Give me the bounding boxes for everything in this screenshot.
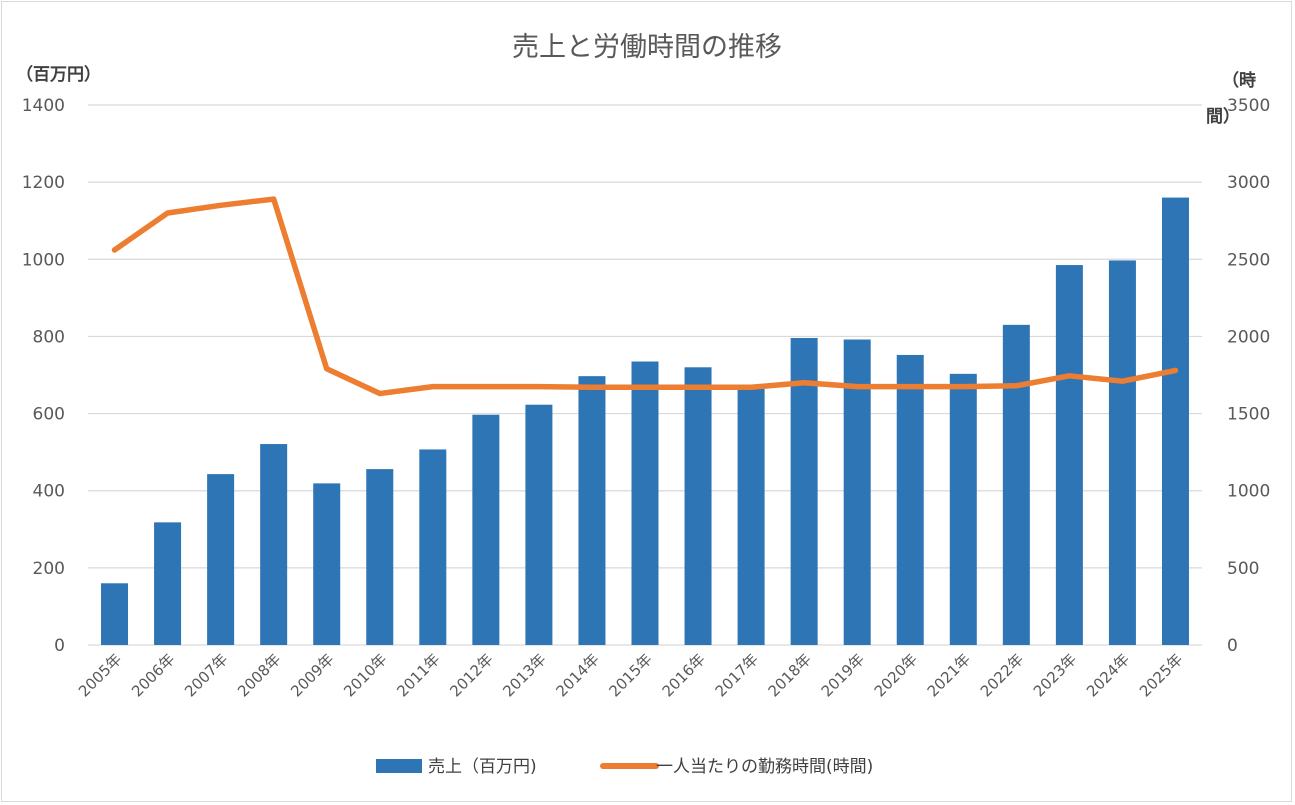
bar-2017年 — [737, 385, 765, 645]
chart-title: 売上と労働時間の推移 — [512, 32, 782, 63]
bar-2009年 — [313, 483, 341, 645]
legend: 売上（百万円) 一人当たりの勤務時間(時間) — [376, 757, 873, 777]
bar-2019年 — [843, 339, 871, 645]
left-axis-unit-label: （百万円） — [16, 64, 101, 85]
bar-2013年 — [525, 404, 553, 645]
bar-2011年 — [419, 449, 447, 645]
bar-2007年 — [207, 474, 235, 645]
category-label-2022年: 2022年 — [977, 650, 1027, 700]
bar-2021年 — [949, 373, 977, 645]
bar-2025年 — [1161, 197, 1189, 646]
bar-2016年 — [684, 367, 712, 645]
left-tick-label-200: 200 — [33, 559, 65, 579]
right-axis-unit-label-line1: （時 — [1222, 70, 1256, 91]
bar-2005年 — [101, 583, 129, 645]
right-tick-label-1500: 1500 — [1227, 405, 1270, 425]
bar-2010年 — [366, 469, 394, 645]
bar-2018年 — [790, 337, 818, 645]
category-label-2023年: 2023年 — [1030, 650, 1080, 700]
category-label-2019年: 2019年 — [818, 650, 868, 700]
category-axis-labels: 2005年 2006年 2007年 2008年 2009年 2010年 2011年 2012年… — [75, 650, 1186, 700]
right-tick-label-0: 0 — [1227, 636, 1238, 656]
right-tick-label-500: 500 — [1227, 559, 1259, 579]
left-tick-label-1400: 1400 — [22, 96, 65, 116]
category-label-2017年: 2017年 — [712, 650, 762, 700]
category-label-2007年: 2007年 — [181, 650, 231, 700]
right-tick-label-2500: 2500 — [1227, 250, 1270, 270]
bar-series — [101, 197, 1189, 646]
left-axis-ticks: 0 200 400 600 800 1000 1200 1400 — [22, 96, 65, 656]
bar-2015年 — [631, 361, 659, 645]
bar-2012年 — [472, 414, 500, 645]
category-label-2010年: 2010年 — [340, 650, 390, 700]
category-label-2008年: 2008年 — [234, 650, 284, 700]
category-label-2011年: 2011年 — [393, 650, 443, 700]
left-tick-label-1000: 1000 — [22, 250, 65, 270]
category-label-2009年: 2009年 — [287, 650, 337, 700]
category-label-2014年: 2014年 — [552, 650, 602, 700]
legend-bar-label: 売上（百万円) — [428, 757, 537, 777]
category-label-2025年: 2025年 — [1136, 650, 1186, 700]
category-label-2024年: 2024年 — [1083, 650, 1133, 700]
category-label-2013年: 2013年 — [499, 650, 549, 700]
bar-2023年 — [1055, 265, 1083, 645]
category-label-2006年: 2006年 — [128, 650, 178, 700]
category-label-2021年: 2021年 — [924, 650, 974, 700]
bar-2014年 — [578, 376, 606, 645]
left-tick-label-400: 400 — [33, 482, 65, 502]
category-label-2016年: 2016年 — [659, 650, 709, 700]
bar-2020年 — [896, 354, 924, 645]
legend-line-label: 一人当たりの勤務時間(時間) — [656, 757, 873, 777]
category-label-2015年: 2015年 — [605, 650, 655, 700]
category-label-2005年: 2005年 — [75, 650, 125, 700]
bar-2024年 — [1108, 260, 1136, 645]
right-axis-ticks: 0 500 1000 1500 2000 2500 3000 3500 — [1227, 96, 1270, 656]
category-label-2012年: 2012年 — [446, 650, 496, 700]
left-tick-label-1200: 1200 — [22, 173, 65, 193]
bar-2008年 — [260, 444, 288, 645]
bar-2006年 — [154, 522, 182, 645]
right-tick-label-1000: 1000 — [1227, 482, 1270, 502]
legend-bar-swatch — [376, 759, 422, 773]
right-axis-unit-label-line2: 間） — [1206, 106, 1240, 127]
left-tick-label-0: 0 — [54, 636, 65, 656]
category-label-2020年: 2020年 — [871, 650, 921, 700]
bar-2022年 — [1002, 324, 1030, 645]
line-series — [111, 196, 1179, 397]
right-tick-label-3000: 3000 — [1227, 173, 1270, 193]
left-tick-label-800: 800 — [33, 327, 65, 347]
right-tick-label-2000: 2000 — [1227, 327, 1270, 347]
category-label-2018年: 2018年 — [765, 650, 815, 700]
right-tick-label-3500: 3500 — [1227, 96, 1270, 116]
left-tick-label-600: 600 — [33, 405, 65, 425]
